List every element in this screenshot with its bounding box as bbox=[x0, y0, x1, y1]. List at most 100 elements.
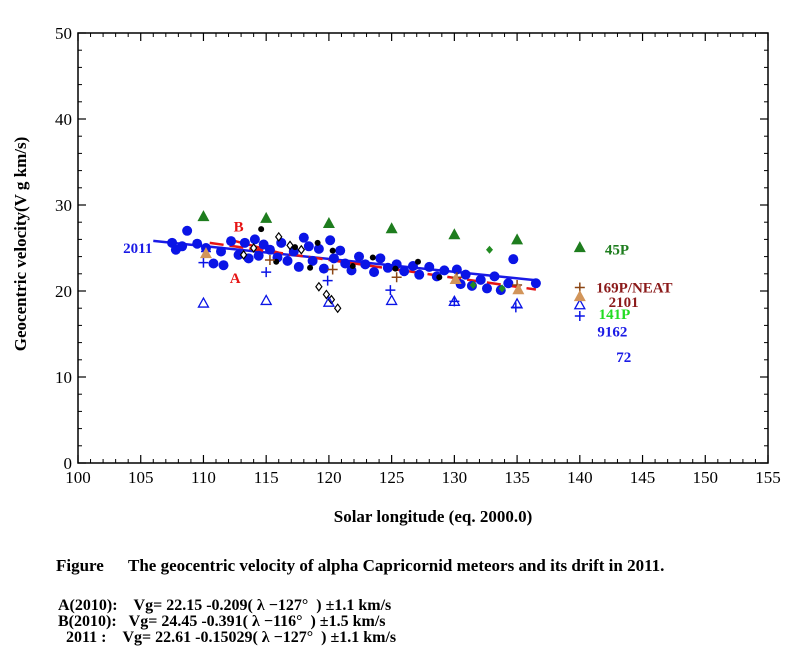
data-point bbox=[239, 237, 250, 248]
data-point bbox=[226, 236, 237, 247]
annotation-label: 45P bbox=[605, 243, 629, 259]
data-point bbox=[333, 303, 342, 314]
data-point bbox=[349, 263, 356, 270]
data-point bbox=[508, 254, 519, 265]
formula-2011: 2011 : Vg= 22.61 -0.15029( λ −127° ) ±1.… bbox=[58, 629, 397, 646]
x-tick-label: 140 bbox=[567, 468, 593, 487]
data-point bbox=[375, 253, 386, 264]
data-point bbox=[424, 261, 435, 272]
annotation-label: 169P/NEAT bbox=[596, 281, 672, 297]
annotation-label: 2011 bbox=[123, 241, 152, 257]
data-point bbox=[286, 240, 294, 251]
y-tick-label: 50 bbox=[55, 24, 72, 43]
data-point bbox=[328, 253, 339, 264]
annotation-label: B bbox=[234, 220, 244, 236]
data-point bbox=[449, 272, 462, 284]
figure-caption: Figure The geocentric velocity of alpha C… bbox=[56, 556, 664, 576]
x-tick-label: 110 bbox=[191, 468, 216, 487]
data-point bbox=[354, 251, 365, 262]
data-point bbox=[325, 235, 336, 246]
data-point bbox=[385, 294, 398, 306]
data-point bbox=[340, 258, 351, 269]
data-point bbox=[249, 242, 258, 254]
data-point bbox=[177, 241, 188, 252]
x-tick-label: 120 bbox=[316, 468, 342, 487]
data-point bbox=[369, 267, 380, 278]
x-axis-title: Solar longitude (eq. 2000.0) bbox=[334, 507, 533, 526]
fit-line-a bbox=[209, 241, 537, 291]
data-point bbox=[460, 269, 471, 280]
data-point bbox=[503, 278, 514, 289]
annotation-label: A bbox=[230, 271, 241, 287]
data-point bbox=[239, 249, 248, 260]
data-point bbox=[385, 222, 398, 234]
formula-a: A(2010): Vg= 22.15 -0.209( λ −127° ) ±1.… bbox=[58, 597, 392, 614]
figure-caption-lead: Figure bbox=[56, 556, 104, 575]
x-tick-label: 135 bbox=[504, 468, 530, 487]
data-point bbox=[322, 295, 336, 307]
data-point bbox=[469, 280, 477, 289]
data-point bbox=[216, 246, 227, 257]
data-point bbox=[307, 255, 318, 266]
data-point bbox=[197, 210, 210, 222]
data-point bbox=[573, 298, 586, 310]
data-point bbox=[313, 243, 324, 254]
y-tick-label: 40 bbox=[55, 110, 72, 129]
data-point bbox=[261, 267, 272, 278]
y-axis-title: Geocentric velocity(V g km/s) bbox=[11, 137, 30, 351]
data-point bbox=[414, 258, 421, 265]
data-point bbox=[314, 239, 321, 246]
y-tick-label: 0 bbox=[64, 454, 73, 473]
data-point bbox=[481, 283, 492, 294]
data-point bbox=[385, 285, 396, 296]
annotation-label: 2101 bbox=[609, 295, 639, 311]
data-point bbox=[327, 264, 338, 275]
data-point bbox=[192, 238, 203, 249]
data-point bbox=[199, 247, 212, 259]
x-tick-label: 155 bbox=[755, 468, 781, 487]
data-point bbox=[297, 244, 306, 255]
fit-formulas: A(2010): Vg= 22.15 -0.209( λ −127° ) ±1.… bbox=[58, 598, 396, 646]
data-point bbox=[322, 217, 335, 229]
x-tick-label: 100 bbox=[65, 468, 91, 487]
data-point bbox=[382, 262, 393, 273]
data-point bbox=[197, 296, 210, 308]
data-point bbox=[253, 250, 264, 261]
data-point bbox=[392, 265, 399, 272]
annotation-label: 141P bbox=[599, 307, 631, 323]
data-point bbox=[298, 232, 309, 243]
data-point bbox=[260, 294, 273, 306]
data-point bbox=[498, 284, 506, 293]
data-point bbox=[322, 275, 333, 286]
y-tick-label: 30 bbox=[55, 196, 72, 215]
data-point bbox=[282, 255, 293, 266]
data-point bbox=[448, 294, 461, 306]
data-point bbox=[573, 241, 586, 253]
data-point bbox=[369, 254, 376, 261]
data-point bbox=[307, 264, 314, 271]
x-tick-label: 115 bbox=[254, 468, 279, 487]
x-tick-label: 130 bbox=[442, 468, 468, 487]
y-tick-label: 20 bbox=[55, 282, 72, 301]
data-point bbox=[448, 228, 461, 240]
annotation-label: 9162 bbox=[597, 324, 627, 340]
data-point bbox=[485, 245, 493, 254]
data-point bbox=[264, 244, 275, 255]
annotation-label: 72 bbox=[616, 350, 631, 366]
data-point bbox=[510, 297, 524, 309]
data-point bbox=[436, 274, 443, 281]
data-point bbox=[198, 257, 209, 268]
data-point bbox=[414, 269, 425, 280]
data-point bbox=[318, 263, 329, 274]
data-point bbox=[399, 266, 410, 277]
data-point bbox=[530, 278, 541, 289]
data-point bbox=[511, 233, 524, 245]
data-point bbox=[293, 261, 304, 272]
data-point bbox=[260, 211, 273, 223]
data-point bbox=[329, 247, 336, 254]
x-tick-label: 105 bbox=[128, 468, 154, 487]
figure-caption-text: The geocentric velocity of alpha Caprico… bbox=[128, 556, 665, 575]
formula-b: B(2010): Vg= 24.45 -0.391( λ −116° ) ±1.… bbox=[58, 613, 386, 630]
data-point bbox=[303, 241, 314, 252]
